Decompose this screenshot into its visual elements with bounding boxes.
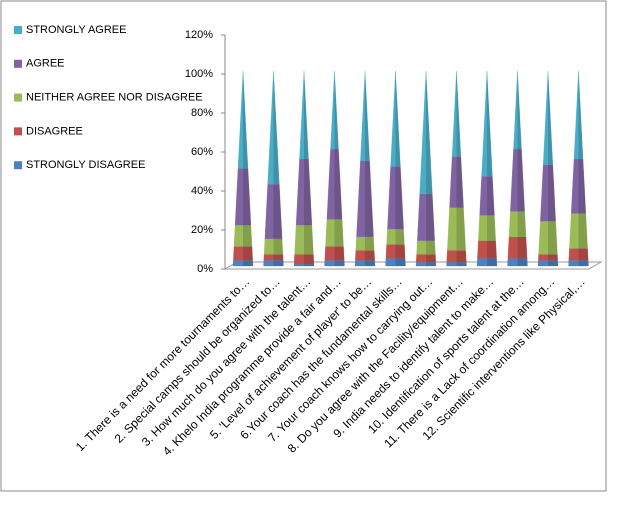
cone-shade bbox=[487, 71, 493, 177]
cone-shade bbox=[304, 254, 314, 265]
cone-shade bbox=[426, 240, 436, 255]
cone-shade bbox=[578, 260, 589, 266]
cone-shade bbox=[365, 160, 374, 237]
cone-shade bbox=[243, 260, 253, 266]
cone-segment bbox=[330, 70, 339, 150]
y-tick-label: 80% bbox=[191, 107, 213, 119]
cone-shade bbox=[456, 262, 467, 266]
legend-swatch bbox=[14, 59, 22, 68]
cone-segment bbox=[481, 70, 493, 177]
cone-shade bbox=[426, 193, 435, 241]
cone-segment bbox=[543, 70, 553, 165]
cone-shade bbox=[578, 248, 589, 261]
cone-shade bbox=[243, 168, 251, 226]
legend-label: NEITHER AGREE NOR DISAGREE bbox=[26, 92, 203, 104]
cone-shade bbox=[365, 236, 375, 251]
cone-shade bbox=[578, 213, 588, 249]
cone-shade bbox=[487, 258, 497, 266]
cone-shade bbox=[548, 71, 553, 165]
cone-segment bbox=[360, 70, 370, 161]
cone-shade bbox=[273, 71, 280, 185]
cone-shade bbox=[334, 246, 345, 261]
legend-swatch bbox=[14, 127, 22, 136]
cone-shade bbox=[517, 211, 526, 237]
cone-shade bbox=[395, 228, 405, 245]
cone-shade bbox=[273, 184, 283, 239]
y-tick-label: 120% bbox=[185, 29, 213, 41]
cone-shade bbox=[456, 250, 467, 263]
cone-shade bbox=[365, 71, 370, 161]
cone-shade bbox=[365, 260, 375, 266]
cone-shade bbox=[243, 225, 252, 247]
legend-label: AGREE bbox=[26, 58, 65, 70]
cone-shade bbox=[243, 71, 248, 169]
cone-shade bbox=[334, 219, 344, 247]
cone-segment bbox=[299, 70, 309, 159]
cone-shade bbox=[517, 258, 528, 266]
cone-shade bbox=[273, 238, 283, 255]
cone-shade bbox=[334, 149, 343, 220]
legend-swatch bbox=[14, 26, 22, 34]
cone-shade bbox=[243, 246, 253, 261]
cone-shade bbox=[304, 71, 309, 159]
cone-shade bbox=[456, 156, 464, 208]
y-tick-label: 0% bbox=[197, 263, 213, 275]
y-tick-label: 20% bbox=[191, 224, 213, 236]
cone-shade bbox=[426, 254, 436, 263]
legend-label: DISAGREE bbox=[26, 125, 83, 137]
cone-shade bbox=[548, 254, 558, 261]
cone-shade bbox=[487, 240, 497, 259]
cone-shade bbox=[395, 71, 401, 167]
cone-shade bbox=[517, 149, 525, 212]
cone-segment bbox=[451, 70, 462, 157]
cone-shade bbox=[578, 71, 583, 159]
cone-shade bbox=[548, 221, 558, 255]
cone-shade bbox=[517, 71, 522, 149]
cone-shade bbox=[304, 158, 312, 226]
legend-label: STRONGLY AGREE bbox=[26, 24, 126, 36]
cone-shade bbox=[365, 250, 375, 261]
y-tick-label: 100% bbox=[185, 68, 213, 80]
cone-shade bbox=[334, 71, 339, 149]
y-tick-label: 40% bbox=[191, 185, 213, 197]
cone-segment bbox=[419, 70, 433, 195]
cone-segment bbox=[390, 70, 401, 167]
cone-shade bbox=[426, 262, 436, 266]
y-tick-label: 60% bbox=[191, 146, 213, 158]
cone-shade bbox=[304, 225, 314, 255]
cone-shade bbox=[456, 207, 466, 251]
cone-shade bbox=[273, 260, 284, 266]
cone-shade bbox=[304, 264, 314, 266]
cone-shade bbox=[578, 158, 586, 214]
cone-shade bbox=[517, 236, 528, 259]
legend-swatch bbox=[14, 93, 22, 102]
cone-shade bbox=[548, 164, 556, 222]
cone-shade bbox=[395, 258, 406, 266]
cone-segment bbox=[573, 70, 584, 159]
cone-shade bbox=[334, 260, 345, 266]
cone-shade bbox=[273, 254, 284, 261]
cone-shade bbox=[395, 244, 406, 259]
cone-segment bbox=[237, 70, 249, 169]
cone-shade bbox=[395, 166, 404, 229]
cone-segment bbox=[267, 70, 280, 185]
cone-shade bbox=[487, 176, 495, 216]
cone-shade bbox=[487, 215, 496, 241]
cone-segment bbox=[513, 70, 522, 150]
cone-shade bbox=[456, 71, 461, 157]
cone-shade bbox=[548, 260, 558, 266]
legend-swatch bbox=[14, 161, 22, 170]
cone-shade bbox=[426, 71, 433, 194]
legend-label: STRONGLY DISAGREE bbox=[26, 159, 145, 171]
